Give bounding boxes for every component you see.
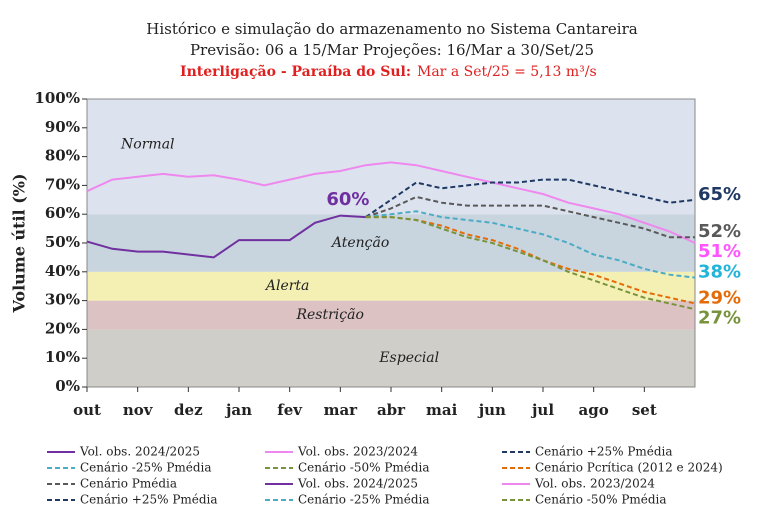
note-label: Interligação - Paraíba do Sul: xyxy=(180,63,411,80)
zone-label: Especial xyxy=(378,350,439,366)
chart-title: Histórico e simulação do armazenamento n… xyxy=(146,20,637,38)
x-tick-label: jan xyxy=(224,401,252,419)
series-line xyxy=(86,161,696,244)
zone-band xyxy=(87,329,695,387)
x-tick-label: mar xyxy=(324,401,359,419)
x-tick-label: nov xyxy=(123,401,154,419)
end-label: 38% xyxy=(698,262,741,283)
legend-label: Cenário -25% Pmédia xyxy=(298,493,430,507)
legend-label: Vol. obs. 2023/2024 xyxy=(534,477,655,491)
y-tick-label: 40% xyxy=(45,262,80,280)
end-label: 29% xyxy=(698,287,741,308)
legend-label: Cenário -25% Pmédia xyxy=(80,461,212,475)
legend-label: Cenário -50% Pmédia xyxy=(535,493,667,507)
y-axis-label: Volume útil (%) xyxy=(10,173,29,313)
legend-label: Vol. obs. 2023/2024 xyxy=(297,445,418,459)
y-tick-label: 80% xyxy=(45,147,80,165)
zone-label: Alerta xyxy=(264,278,310,294)
series-line xyxy=(365,216,696,305)
y-tick-label: 100% xyxy=(34,89,80,107)
x-tick-label: ago xyxy=(579,401,609,419)
x-tick-label: fev xyxy=(277,401,303,419)
y-tick-label: 60% xyxy=(45,204,80,222)
peak-label: 60% xyxy=(326,189,369,210)
legend-label: Vol. obs. 2024/2025 xyxy=(297,477,418,491)
series-line xyxy=(365,216,696,311)
series-line xyxy=(365,210,696,279)
chart-subtitle: Previsão: 06 a 15/Mar Projeções: 16/Mar … xyxy=(190,41,594,59)
series-line xyxy=(86,214,366,259)
series-line xyxy=(365,195,695,239)
series-line xyxy=(365,178,696,218)
x-tick-label: jul xyxy=(530,401,554,419)
end-label: 51% xyxy=(698,241,741,262)
end-label: 27% xyxy=(698,307,741,328)
legend-label: Cenário -50% Pmédia xyxy=(298,461,430,475)
y-tick-label: 20% xyxy=(45,319,80,337)
note-text: Mar a Set/25 = 5,13 m³/s xyxy=(417,64,597,80)
x-tick-label: jun xyxy=(477,401,506,419)
x-tick-label: set xyxy=(632,401,657,419)
y-tick-label: 10% xyxy=(45,348,80,366)
x-tick-label: dez xyxy=(174,401,203,419)
legend-label: Cenário +25% Pmédia xyxy=(535,445,673,459)
legend-label: Cenário Pcrítica (2012 e 2024) xyxy=(535,461,723,475)
y-tick-label: 30% xyxy=(45,291,80,309)
zone-label: Restrição xyxy=(295,307,363,323)
zone-band xyxy=(87,99,695,215)
x-tick-label: out xyxy=(73,401,101,419)
y-tick-label: 90% xyxy=(45,118,80,136)
y-tick-label: 0% xyxy=(55,377,80,395)
y-tick-label: 50% xyxy=(45,233,80,251)
end-label: 65% xyxy=(698,184,741,205)
legend-label: Cenário Pmédia xyxy=(80,477,177,491)
zone-band xyxy=(87,300,695,330)
zone-band xyxy=(87,271,695,301)
zone-label: Normal xyxy=(120,137,174,153)
x-tick-label: abr xyxy=(377,401,406,419)
y-tick-label: 70% xyxy=(45,175,80,193)
x-tick-label: mai xyxy=(426,401,458,419)
legend-label: Cenário +25% Pmédia xyxy=(80,493,218,507)
legend-label: Vol. obs. 2024/2025 xyxy=(79,445,200,459)
zone-band xyxy=(87,214,695,272)
end-label: 52% xyxy=(698,221,741,242)
zone-label: Atenção xyxy=(330,235,389,251)
